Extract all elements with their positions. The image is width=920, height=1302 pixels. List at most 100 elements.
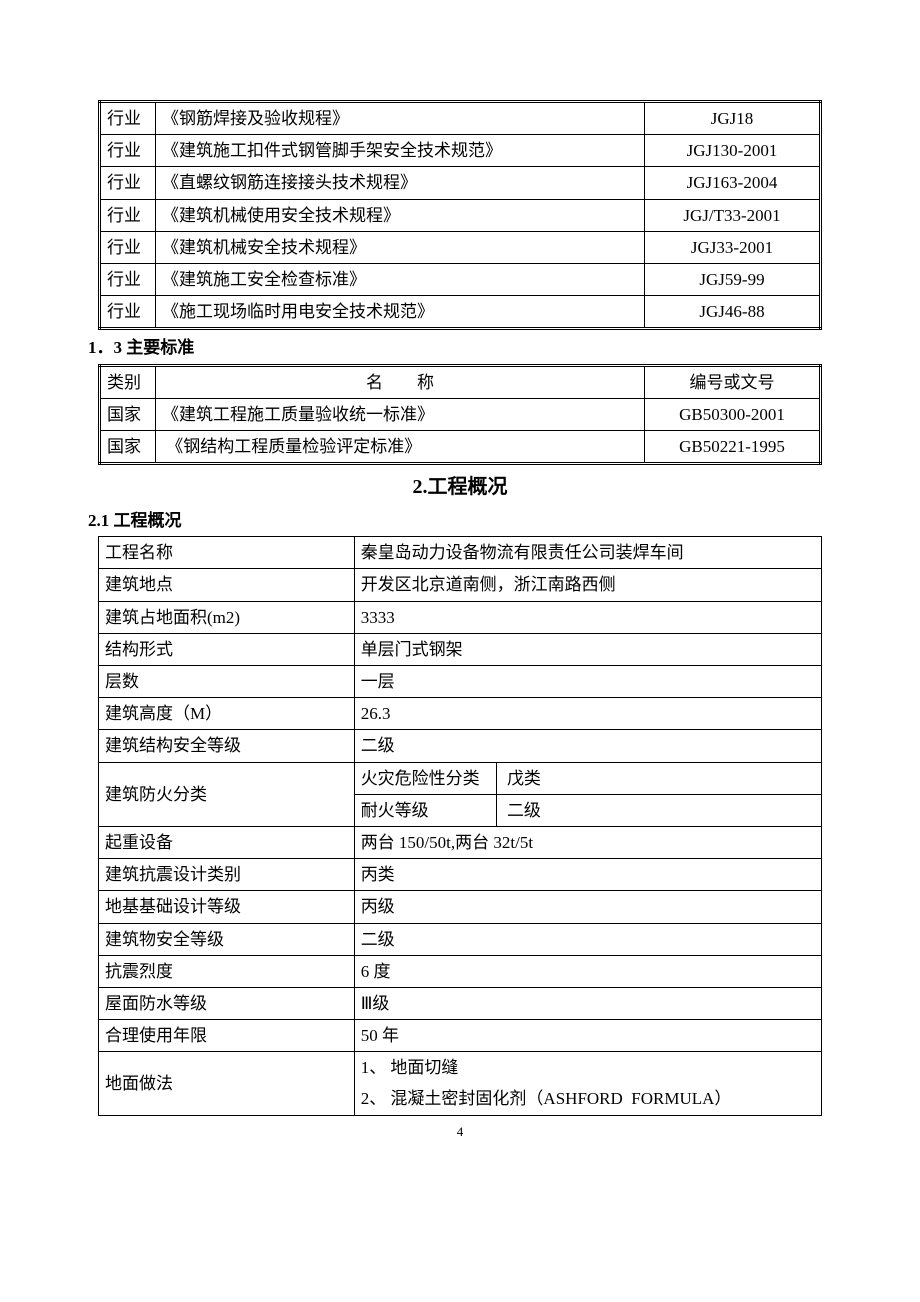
table-row: 行业 《建筑机械安全技术规程》 JGJ33-2001	[100, 231, 821, 263]
info-row: 合理使用年限 50 年	[99, 1020, 822, 1052]
label-crane: 起重设备	[99, 826, 355, 858]
label-area: 建筑占地面积(m2)	[99, 601, 355, 633]
value-area: 3333	[354, 601, 821, 633]
cell-name: 《建筑工程施工质量验收统一标准》	[156, 398, 645, 430]
table-row: 行业 《直螺纹钢筋连接接头技术规程》 JGJ163-2004	[100, 167, 821, 199]
cell-code: JGJ59-99	[645, 263, 821, 295]
value-height: 26.3	[354, 698, 821, 730]
value-fire-hazard: 戊类	[496, 762, 821, 794]
cell-category: 行业	[100, 231, 156, 263]
info-row: 地基基础设计等级 丙级	[99, 891, 822, 923]
info-row: 屋面防水等级 Ⅲ级	[99, 987, 822, 1019]
label-foundation: 地基基础设计等级	[99, 891, 355, 923]
heading-main-standards: 1．3 主要标准	[88, 334, 822, 361]
cell-name: 《钢筋焊接及验收规程》	[156, 102, 645, 135]
cell-name: 《直螺纹钢筋连接接头技术规程》	[156, 167, 645, 199]
cell-category: 行业	[100, 167, 156, 199]
label-seismic-cat: 建筑抗震设计类别	[99, 859, 355, 891]
cell-category: 行业	[100, 199, 156, 231]
value-building-safety: 二级	[354, 923, 821, 955]
table-row: 国家 《钢结构工程质量检验评定标准》 GB50221-1995	[100, 430, 821, 463]
label-height: 建筑高度（M）	[99, 698, 355, 730]
label-building-safety: 建筑物安全等级	[99, 923, 355, 955]
cell-category: 国家	[100, 430, 156, 463]
value-ground-2: 2、 混凝土密封固化剂（ASHFORD FORMULA）	[354, 1083, 821, 1115]
cell-name: 《施工现场临时用电安全技术规范》	[156, 296, 645, 329]
label-structure: 结构形式	[99, 633, 355, 665]
table-row: 行业 《建筑机械使用安全技术规程》 JGJ/T33-2001	[100, 199, 821, 231]
label-ground: 地面做法	[99, 1052, 355, 1115]
cell-code: JGJ33-2001	[645, 231, 821, 263]
info-row: 层数 一层	[99, 666, 822, 698]
info-row: 建筑地点 开发区北京道南侧，浙江南路西侧	[99, 569, 822, 601]
value-seismic-cat: 丙类	[354, 859, 821, 891]
header-category: 类别	[100, 365, 156, 398]
cell-name: 《建筑施工扣件式钢管脚手架安全技术规范》	[156, 135, 645, 167]
value-crane: 两台 150/50t,两台 32t/5t	[354, 826, 821, 858]
table1-body: 行业 《钢筋焊接及验收规程》 JGJ18 行业 《建筑施工扣件式钢管脚手架安全技…	[100, 102, 821, 329]
cell-code: JGJ130-2001	[645, 135, 821, 167]
label-project-name: 工程名称	[99, 537, 355, 569]
cell-name: 《建筑施工安全检查标准》	[156, 263, 645, 295]
value-lifespan: 50 年	[354, 1020, 821, 1052]
value-floors: 一层	[354, 666, 821, 698]
cell-category: 行业	[100, 296, 156, 329]
table-row: 行业 《建筑施工安全检查标准》 JGJ59-99	[100, 263, 821, 295]
label-floors: 层数	[99, 666, 355, 698]
label-lifespan: 合理使用年限	[99, 1020, 355, 1052]
subsection-overview: 2.1 工程概况	[88, 507, 822, 534]
header-name: 名 称	[156, 365, 645, 398]
info-row: 建筑抗震设计类别 丙类	[99, 859, 822, 891]
info-row: 建筑物安全等级 二级	[99, 923, 822, 955]
info-row: 起重设备 两台 150/50t,两台 32t/5t	[99, 826, 822, 858]
value-structure: 单层门式钢架	[354, 633, 821, 665]
table-project-info: 工程名称 秦皇岛动力设备物流有限责任公司装焊车间 建筑地点 开发区北京道南侧，浙…	[98, 536, 822, 1115]
label-location: 建筑地点	[99, 569, 355, 601]
table-industry-standards: 行业 《钢筋焊接及验收规程》 JGJ18 行业 《建筑施工扣件式钢管脚手架安全技…	[98, 100, 822, 330]
value-location: 开发区北京道南侧，浙江南路西侧	[354, 569, 821, 601]
table-row: 行业 《施工现场临时用电安全技术规范》 JGJ46-88	[100, 296, 821, 329]
header-code: 编号或文号	[645, 365, 821, 398]
label-seismic-intensity: 抗震烈度	[99, 955, 355, 987]
label-safety: 建筑结构安全等级	[99, 730, 355, 762]
info-row: 结构形式 单层门式钢架	[99, 633, 822, 665]
table-header-row: 类别 名 称 编号或文号	[100, 365, 821, 398]
info-row: 建筑防火分类 火灾危险性分类 戊类	[99, 762, 822, 794]
table-row: 行业 《钢筋焊接及验收规程》 JGJ18	[100, 102, 821, 135]
value-fire-resist: 二级	[496, 794, 821, 826]
table-row: 国家 《建筑工程施工质量验收统一标准》 GB50300-2001	[100, 398, 821, 430]
cell-category: 行业	[100, 263, 156, 295]
info-row: 建筑占地面积(m2) 3333	[99, 601, 822, 633]
cell-category: 国家	[100, 398, 156, 430]
table-main-standards: 类别 名 称 编号或文号 国家 《建筑工程施工质量验收统一标准》 GB50300…	[98, 364, 822, 466]
page-number: 4	[98, 1122, 822, 1143]
label-roof: 屋面防水等级	[99, 987, 355, 1019]
value-seismic-intensity: 6 度	[354, 955, 821, 987]
cell-code: JGJ163-2004	[645, 167, 821, 199]
cell-name: 《钢结构工程质量检验评定标准》	[156, 430, 645, 463]
value-safety: 二级	[354, 730, 821, 762]
value-foundation: 丙级	[354, 891, 821, 923]
cell-code: GB50221-1995	[645, 430, 821, 463]
cell-category: 行业	[100, 102, 156, 135]
label-fire-resist: 耐火等级	[354, 794, 496, 826]
cell-code: JGJ18	[645, 102, 821, 135]
cell-name: 《建筑机械安全技术规程》	[156, 231, 645, 263]
value-ground-1: 1、 地面切缝	[354, 1052, 821, 1084]
info-row: 抗震烈度 6 度	[99, 955, 822, 987]
table-row: 行业 《建筑施工扣件式钢管脚手架安全技术规范》 JGJ130-2001	[100, 135, 821, 167]
label-fire-class: 建筑防火分类	[99, 762, 355, 826]
cell-code: GB50300-2001	[645, 398, 821, 430]
value-project-name: 秦皇岛动力设备物流有限责任公司装焊车间	[354, 537, 821, 569]
value-roof: Ⅲ级	[354, 987, 821, 1019]
section-title-overview: 2.工程概况	[98, 471, 822, 503]
info-row: 地面做法 1、 地面切缝	[99, 1052, 822, 1084]
cell-name: 《建筑机械使用安全技术规程》	[156, 199, 645, 231]
cell-code: JGJ/T33-2001	[645, 199, 821, 231]
cell-category: 行业	[100, 135, 156, 167]
info-row: 工程名称 秦皇岛动力设备物流有限责任公司装焊车间	[99, 537, 822, 569]
info-row: 建筑结构安全等级 二级	[99, 730, 822, 762]
label-fire-hazard: 火灾危险性分类	[354, 762, 496, 794]
cell-code: JGJ46-88	[645, 296, 821, 329]
info-row: 建筑高度（M） 26.3	[99, 698, 822, 730]
